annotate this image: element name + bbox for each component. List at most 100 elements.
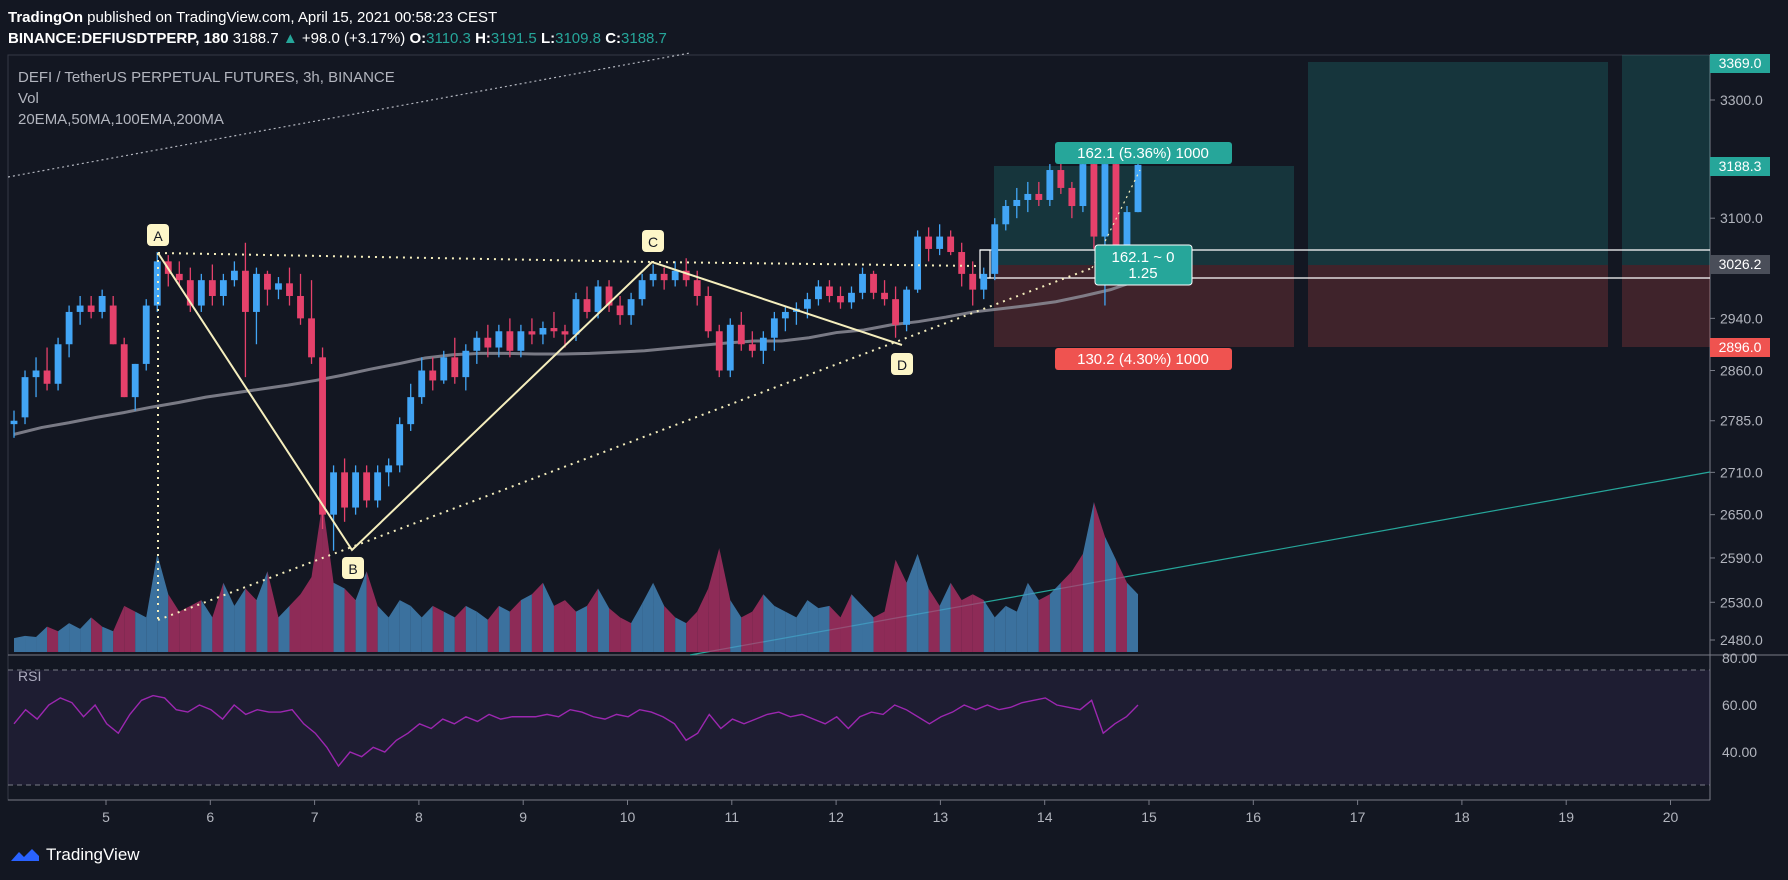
candle (572, 292, 580, 341)
upper-dotted-trendline[interactable] (7, 52, 691, 178)
legend-mas[interactable]: 20EMA,50MA,100EMA,200MA (18, 111, 224, 128)
volume-area (212, 582, 224, 652)
rsi-tick-label: 80.00 (1722, 650, 1757, 666)
rsi-axis[interactable]: 80.00 60.00 40.00 (1722, 650, 1757, 760)
volume-area (333, 582, 345, 652)
volume-area (873, 611, 885, 652)
publisher-name[interactable]: TradingOn (8, 9, 83, 26)
volume-area (377, 605, 389, 652)
candle (958, 242, 966, 287)
volume-area (1038, 594, 1050, 652)
candle (914, 230, 922, 293)
volume-area (587, 588, 599, 652)
pattern-label-d[interactable]: D (891, 353, 913, 375)
volume-area (620, 617, 632, 652)
candle (65, 305, 73, 358)
tradingview-logo[interactable]: TradingView (10, 845, 140, 865)
candle (440, 350, 448, 384)
price-label-target[interactable]: 3369.0 (1710, 54, 1770, 73)
price-tick-label: 2785.0 (1720, 413, 1763, 429)
time-tick-label: 5 (102, 809, 110, 825)
legend-rsi[interactable]: RSI (18, 668, 41, 684)
price-label-stop[interactable]: 2896.0 (1710, 338, 1770, 357)
volume-area (311, 502, 323, 652)
time-tick-label: 16 (1246, 809, 1262, 825)
candle (594, 280, 602, 319)
candle (175, 261, 183, 287)
risk-reward-label[interactable]: 162.1 ~ 0 1.25 (1094, 244, 1193, 286)
symbol-name[interactable]: BINANCE:DEFIUSDTPERP, 180 (8, 30, 229, 47)
candle (859, 267, 866, 300)
published-text: published on TradingView.com, April 15, … (87, 9, 498, 26)
legend-vol[interactable]: Vol (18, 90, 39, 107)
pattern-c-extension (651, 261, 981, 267)
candle (1046, 164, 1054, 207)
volume-area (91, 617, 103, 652)
svg-text:B: B (348, 561, 357, 577)
volume-area (642, 582, 654, 652)
volume-area (664, 605, 676, 652)
target-label[interactable]: 162.1 (5.36%) 1000 (1055, 142, 1232, 164)
candle (76, 295, 84, 325)
time-tick-label: 19 (1558, 809, 1574, 825)
position-loss-zone-3[interactable] (1622, 265, 1710, 347)
volume-area (1082, 502, 1094, 652)
price-axis[interactable]: 3300.0 3100.0 2940.0 2860.0 2785.0 2710.0 2650… (1710, 92, 1763, 648)
volume-area (454, 605, 466, 652)
pattern-label-a[interactable]: A (147, 224, 169, 246)
volume-area (388, 600, 400, 652)
candle (495, 324, 503, 358)
volume-area (972, 594, 984, 652)
candle (1090, 155, 1098, 249)
volume-area (741, 611, 753, 652)
candle (671, 261, 679, 287)
chart-header: TradingOn published on TradingView.com, … (8, 7, 667, 49)
position-profit-zone-2[interactable] (1308, 62, 1608, 265)
legend-title[interactable]: DEFI / TetherUS PERPETUAL FUTURES, 3h, B… (18, 69, 395, 86)
candle (54, 337, 62, 391)
position-loss-zone-2[interactable] (1308, 265, 1608, 347)
candle (385, 458, 393, 487)
time-tick-label: 11 (725, 809, 740, 825)
candle (32, 357, 40, 398)
pattern-legs (157, 252, 903, 552)
pattern-label-b[interactable]: B (342, 557, 364, 579)
volume-area (14, 635, 26, 652)
candle (484, 324, 492, 358)
entry-bracket[interactable] (979, 249, 991, 279)
candle (770, 311, 778, 351)
rsi-tick-label: 40.00 (1722, 744, 1757, 760)
candle (319, 347, 326, 529)
candle (870, 270, 877, 300)
candle (1134, 163, 1142, 213)
volume-area (884, 559, 896, 652)
up-arrow-icon: ▲ (282, 30, 298, 47)
candle (792, 302, 800, 325)
candle (98, 289, 106, 319)
volume-area (80, 617, 92, 652)
candle (605, 280, 613, 312)
price-label-last[interactable]: 3188.3 (1710, 157, 1770, 176)
candle (230, 261, 238, 287)
brand-name: TradingView (46, 845, 140, 864)
candle (704, 286, 712, 338)
candle (815, 280, 822, 306)
volume-area (421, 605, 433, 652)
volume-area (366, 571, 378, 652)
volume-area (752, 594, 764, 652)
time-tick-label: 10 (620, 809, 636, 825)
price-label-entry[interactable]: 3026.2 (1710, 255, 1770, 274)
candle (21, 370, 29, 425)
stop-label[interactable]: 130.2 (4.30%) 1000 (1055, 348, 1232, 370)
open-value: 3110.3 (426, 30, 471, 47)
volume-area (267, 571, 279, 652)
time-axis[interactable]: 5 6 7 8 9 10 11 12 13 14 15 16 17 18 19 20 (102, 800, 1678, 825)
candle (197, 273, 205, 312)
volume-area (829, 605, 841, 652)
pattern-label-c[interactable]: C (642, 230, 664, 252)
candle (715, 324, 723, 378)
price-tick-label: 2590.0 (1720, 550, 1763, 566)
pattern-bd-dotted (157, 267, 1093, 621)
position-profit-zone-3[interactable] (1622, 55, 1710, 265)
